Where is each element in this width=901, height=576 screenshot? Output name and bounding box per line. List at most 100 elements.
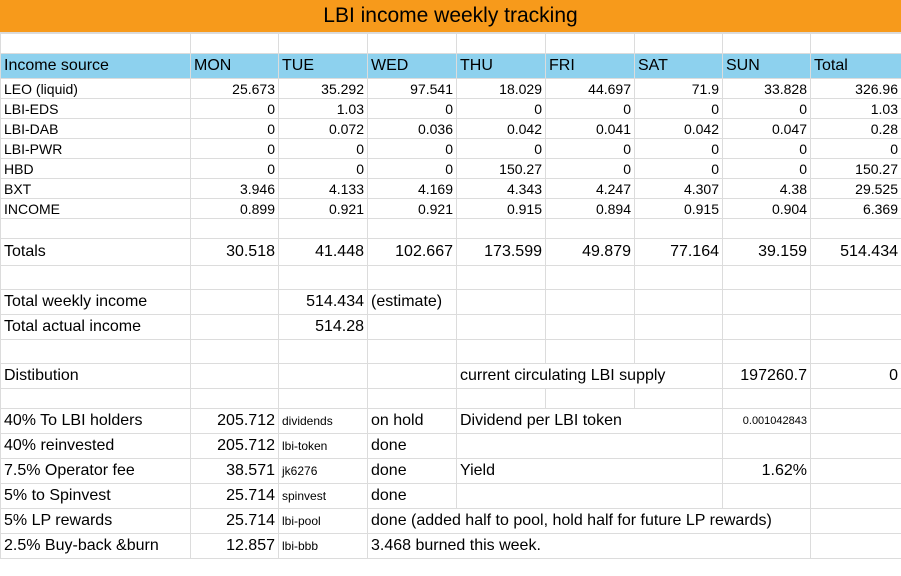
value-cell[interactable]: 4.133 — [278, 178, 368, 199]
value-cell[interactable]: 150.27 — [810, 158, 901, 179]
supply-extra[interactable]: 0 — [810, 363, 901, 389]
source-name[interactable]: LBI-EDS — [0, 98, 191, 119]
weekly-income-value[interactable]: 514.434 — [278, 289, 368, 315]
empty-cell[interactable] — [456, 339, 546, 364]
weekly-income-label[interactable]: Total weekly income — [0, 289, 191, 315]
total-value[interactable]: 77.164 — [634, 238, 723, 266]
dist-extra-value[interactable]: 0.001042843 — [722, 408, 811, 434]
empty-cell[interactable] — [278, 363, 368, 389]
empty-cell[interactable] — [190, 363, 279, 389]
value-cell[interactable]: 0 — [722, 158, 811, 179]
value-cell[interactable]: 25.673 — [190, 78, 279, 99]
empty-cell[interactable] — [722, 265, 811, 290]
empty-cell[interactable] — [810, 314, 901, 340]
empty-cell[interactable] — [367, 339, 457, 364]
value-cell[interactable]: 4.307 — [634, 178, 723, 199]
empty-cell[interactable] — [634, 265, 723, 290]
value-cell[interactable]: 0 — [190, 118, 279, 139]
value-cell[interactable]: 0.915 — [456, 198, 546, 219]
value-cell[interactable]: 29.525 — [810, 178, 901, 199]
dist-extra-value[interactable] — [722, 483, 811, 509]
empty-cell[interactable] — [810, 339, 901, 364]
dist-label[interactable]: 5% LP rewards — [0, 508, 191, 534]
empty-cell[interactable] — [810, 388, 901, 409]
dist-status[interactable]: done (added half to pool, hold half for … — [367, 508, 811, 534]
dist-account[interactable]: lbi-bbb — [278, 533, 368, 559]
empty-cell[interactable] — [634, 218, 723, 239]
value-cell[interactable]: 0 — [722, 138, 811, 159]
empty-cell[interactable] — [545, 314, 635, 340]
empty-cell[interactable] — [456, 218, 546, 239]
dist-extra-value[interactable] — [722, 433, 811, 459]
value-cell[interactable]: 0.041 — [545, 118, 635, 139]
header-cell[interactable]: THU — [456, 53, 546, 79]
value-cell[interactable]: 0 — [634, 158, 723, 179]
dist-amount[interactable]: 38.571 — [190, 458, 279, 484]
dist-status[interactable]: done — [367, 483, 457, 509]
dist-status[interactable]: done — [367, 433, 457, 459]
value-cell[interactable]: 1.03 — [278, 98, 368, 119]
value-cell[interactable]: 44.697 — [545, 78, 635, 99]
dist-label[interactable]: 7.5% Operator fee — [0, 458, 191, 484]
source-name[interactable]: LEO (liquid) — [0, 78, 191, 99]
empty-cell[interactable] — [367, 218, 457, 239]
empty-cell[interactable] — [367, 363, 457, 389]
empty-cell[interactable] — [278, 265, 368, 290]
empty-cell[interactable] — [722, 339, 811, 364]
value-cell[interactable]: 0 — [278, 138, 368, 159]
empty-cell[interactable] — [810, 433, 901, 459]
value-cell[interactable]: 71.9 — [634, 78, 723, 99]
value-cell[interactable]: 97.541 — [367, 78, 457, 99]
total-value[interactable]: 30.518 — [190, 238, 279, 266]
empty-cell[interactable] — [190, 218, 279, 239]
dist-amount[interactable]: 12.857 — [190, 533, 279, 559]
value-cell[interactable]: 1.03 — [810, 98, 901, 119]
value-cell[interactable]: 0 — [456, 98, 546, 119]
dist-extra-label[interactable]: Dividend per LBI token — [456, 408, 723, 434]
empty-cell[interactable] — [0, 339, 191, 364]
empty-cell[interactable] — [545, 339, 635, 364]
empty-cell[interactable] — [634, 388, 723, 409]
empty-cell[interactable] — [190, 289, 279, 315]
empty-cell[interactable] — [810, 408, 901, 434]
value-cell[interactable]: 33.828 — [722, 78, 811, 99]
total-value[interactable]: 514.434 — [810, 238, 901, 266]
weekly-income-note[interactable]: (estimate) — [367, 289, 457, 315]
empty-cell[interactable] — [545, 218, 635, 239]
dist-status[interactable]: done — [367, 458, 457, 484]
header-cell[interactable]: MON — [190, 53, 279, 79]
empty-cell[interactable] — [810, 533, 901, 559]
empty-cell[interactable] — [278, 388, 368, 409]
empty-cell[interactable] — [545, 388, 635, 409]
dist-amount[interactable]: 25.714 — [190, 483, 279, 509]
total-value[interactable]: 49.879 — [545, 238, 635, 266]
value-cell[interactable]: 0 — [190, 138, 279, 159]
value-cell[interactable]: 150.27 — [456, 158, 546, 179]
value-cell[interactable]: 0 — [456, 138, 546, 159]
source-name[interactable]: INCOME — [0, 198, 191, 219]
empty-cell[interactable] — [367, 314, 457, 340]
value-cell[interactable]: 3.946 — [190, 178, 279, 199]
empty-cell[interactable] — [0, 265, 191, 290]
value-cell[interactable]: 6.369 — [810, 198, 901, 219]
empty-cell[interactable] — [545, 289, 635, 315]
value-cell[interactable]: 0 — [278, 158, 368, 179]
empty-cell[interactable] — [0, 218, 191, 239]
source-name[interactable]: BXT — [0, 178, 191, 199]
dist-extra-value[interactable]: 1.62% — [722, 458, 811, 484]
empty-cell[interactable] — [278, 339, 368, 364]
empty-cell[interactable] — [810, 265, 901, 290]
value-cell[interactable]: 0.899 — [190, 198, 279, 219]
dist-amount[interactable]: 205.712 — [190, 433, 279, 459]
value-cell[interactable]: 0.28 — [810, 118, 901, 139]
dist-amount[interactable]: 25.714 — [190, 508, 279, 534]
empty-cell[interactable] — [810, 508, 901, 534]
dist-account[interactable]: dividends — [278, 408, 368, 434]
totals-label[interactable]: Totals — [0, 238, 191, 266]
value-cell[interactable]: 0 — [367, 98, 457, 119]
value-cell[interactable]: 0.042 — [456, 118, 546, 139]
empty-cell[interactable] — [456, 314, 546, 340]
value-cell[interactable]: 0.921 — [367, 198, 457, 219]
value-cell[interactable]: 0.042 — [634, 118, 723, 139]
dist-amount[interactable]: 205.712 — [190, 408, 279, 434]
